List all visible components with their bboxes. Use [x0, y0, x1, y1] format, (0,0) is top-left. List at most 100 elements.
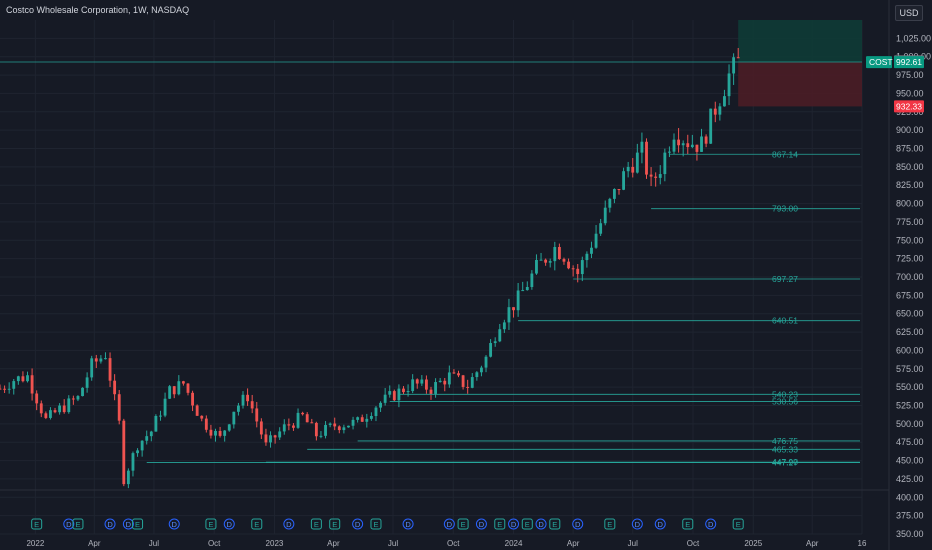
candle: [525, 286, 529, 291]
candle: [131, 453, 135, 471]
earnings-marker: [132, 518, 144, 530]
candle: [402, 388, 405, 393]
dividend-marker: [443, 518, 455, 530]
dividend-marker: [475, 518, 487, 530]
candle: [475, 372, 479, 378]
dividend-marker: [705, 518, 717, 530]
x-tick-label: Apr: [88, 539, 101, 548]
candle: [104, 358, 107, 360]
candle: [695, 144, 699, 152]
dividend-marker: [122, 518, 134, 530]
candle: [259, 421, 263, 435]
x-tick-label: 2024: [505, 539, 523, 548]
candle: [567, 261, 570, 269]
candle: [411, 379, 415, 392]
level-label: 793.00: [772, 204, 798, 214]
candle: [246, 394, 250, 402]
y-tick-label: 975.00: [896, 70, 924, 80]
candle: [590, 247, 593, 254]
candle: [470, 377, 474, 388]
chart-title: Costco Wholesale Corporation, 1W, NASDAQ: [6, 5, 190, 15]
candle: [557, 247, 561, 260]
candle: [227, 424, 231, 431]
candle: [548, 261, 552, 263]
candle: [631, 166, 635, 173]
ticker-tag-bg: [866, 56, 892, 69]
earnings-marker: [370, 518, 382, 530]
earnings-marker-label: E: [373, 520, 378, 529]
dividend-marker: [654, 518, 666, 530]
y-tick-label: 825.00: [896, 180, 924, 190]
candle: [273, 435, 277, 438]
candle: [521, 290, 525, 292]
dividend-marker-label: D: [511, 520, 517, 529]
candle: [223, 430, 227, 436]
candle: [26, 375, 29, 382]
level-label: 640.51: [772, 316, 798, 326]
candle: [292, 425, 295, 428]
candle: [204, 418, 208, 430]
candle: [484, 356, 488, 368]
candle: [681, 143, 685, 146]
earnings-marker: [682, 518, 694, 530]
candle: [480, 367, 483, 373]
candle: [30, 375, 34, 394]
candle: [181, 381, 185, 384]
dividend-marker: [535, 518, 547, 530]
y-tick-label: 775.00: [896, 217, 924, 227]
candle: [498, 329, 502, 342]
candle: [287, 424, 291, 426]
earnings-marker-label: E: [254, 520, 259, 529]
stop-price-tag: 932.33: [896, 101, 922, 111]
candle: [99, 358, 103, 362]
candle: [58, 405, 62, 413]
candle: [447, 372, 451, 385]
currency-button[interactable]: USD: [895, 5, 923, 21]
candle: [608, 198, 612, 208]
candle: [7, 388, 11, 390]
candle: [736, 57, 740, 59]
level-label: 867.14: [772, 149, 798, 159]
earnings-marker: [329, 518, 341, 530]
y-tick-label: 625.00: [896, 327, 924, 337]
candle: [67, 398, 71, 413]
target-zone: [738, 20, 862, 63]
y-tick-label: 675.00: [896, 290, 924, 300]
candle: [658, 174, 662, 178]
candle: [434, 382, 438, 394]
candle: [388, 391, 392, 395]
candle: [62, 405, 66, 413]
candle: [250, 401, 254, 409]
candle: [516, 290, 520, 311]
earnings-marker: [549, 518, 561, 530]
candle: [612, 189, 616, 199]
dividend-marker-label: D: [107, 520, 113, 529]
dividend-marker: [508, 518, 520, 530]
candle: [617, 189, 621, 191]
earnings-marker: [521, 518, 533, 530]
y-tick-label: 400.00: [896, 492, 924, 502]
candle: [690, 144, 694, 148]
earnings-marker-label: E: [34, 520, 39, 529]
candle: [154, 415, 158, 432]
stop-price-tag-bg: [894, 100, 924, 113]
level-label: 447.90: [772, 457, 798, 467]
candle: [218, 430, 222, 436]
x-tick-label: Oct: [208, 539, 221, 548]
y-tick-label: 550.00: [896, 382, 924, 392]
candle: [310, 422, 314, 424]
candle: [117, 394, 121, 421]
earnings-marker: [31, 518, 43, 530]
candle: [443, 380, 447, 385]
y-tick-label: 650.00: [896, 309, 924, 319]
x-tick-label: Oct: [447, 539, 460, 548]
y-tick-label: 700.00: [896, 272, 924, 282]
candle: [319, 435, 323, 437]
candle: [264, 434, 268, 443]
dividend-marker-label: D: [227, 520, 233, 529]
candle: [356, 417, 360, 420]
dividend-marker-label: D: [658, 520, 664, 529]
earnings-marker-label: E: [135, 520, 140, 529]
y-tick-label: 725.00: [896, 254, 924, 264]
